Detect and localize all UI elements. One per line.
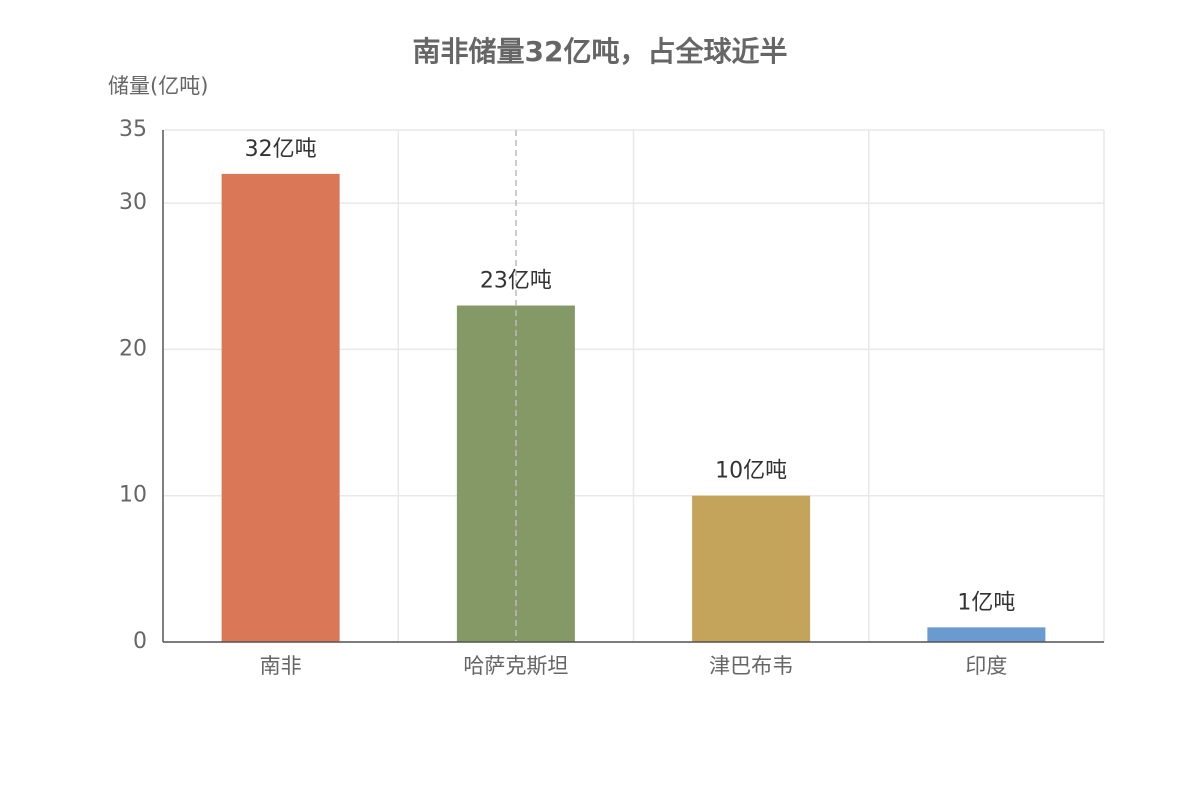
y-axis-label: 储量(亿吨) xyxy=(108,74,208,98)
bar xyxy=(221,173,340,642)
y-tick-label: 0 xyxy=(133,629,147,654)
data-label: 23亿吨 xyxy=(480,269,552,294)
data-label: 1亿吨 xyxy=(957,590,1015,615)
chart-title: 南非储量32亿吨，占全球近半 xyxy=(413,35,788,68)
bar xyxy=(927,627,1046,642)
y-tick-label: 20 xyxy=(119,336,147,361)
x-tick-label: 印度 xyxy=(965,654,1007,678)
x-tick-label: 哈萨克斯坦 xyxy=(463,654,568,678)
data-label: 32亿吨 xyxy=(245,137,317,162)
y-tick-label: 30 xyxy=(119,190,147,215)
y-tick-label: 10 xyxy=(119,483,147,508)
bar xyxy=(692,495,811,642)
y-tick-label: 35 xyxy=(119,117,147,142)
x-tick-label: 津巴布韦 xyxy=(709,654,793,678)
x-tick-label: 南非 xyxy=(260,654,302,678)
data-label: 10亿吨 xyxy=(715,459,787,484)
